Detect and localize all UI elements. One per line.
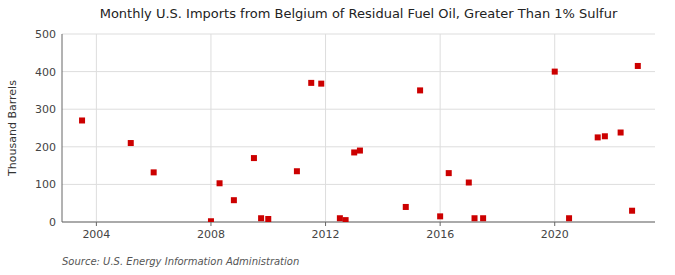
point	[318, 81, 324, 87]
point	[351, 149, 357, 155]
x-tick-mark	[554, 222, 555, 226]
x-tick-mark	[440, 222, 441, 226]
y-tick-label: 400	[35, 66, 56, 79]
point	[602, 133, 608, 139]
source-note: Source: U.S. Energy Information Administ…	[62, 256, 299, 267]
y-tick-label: 300	[35, 103, 56, 116]
y-tick-label: 0	[49, 216, 56, 229]
point	[128, 140, 134, 146]
y-grid-line	[62, 222, 655, 223]
point	[208, 218, 214, 222]
chart: Monthly U.S. Imports from Belgium of Res…	[0, 0, 675, 275]
point	[595, 134, 601, 140]
point	[251, 155, 257, 161]
y-axis-label: Thousand Barrels	[6, 80, 19, 177]
point	[357, 148, 363, 154]
y-grid-line	[62, 109, 655, 110]
points	[79, 63, 641, 222]
point	[337, 215, 343, 221]
point	[480, 215, 486, 221]
point	[79, 117, 85, 123]
point	[466, 180, 472, 186]
point	[472, 215, 478, 221]
y-tick-label: 100	[35, 178, 56, 191]
x-tick-label: 2012	[312, 228, 340, 241]
y-grid-line	[62, 184, 655, 185]
point	[294, 168, 300, 174]
x-tick-label: 2016	[426, 228, 454, 241]
x-tick-mark	[325, 222, 326, 226]
x-tick-mark	[96, 222, 97, 226]
point	[265, 216, 271, 222]
point	[552, 69, 558, 75]
y-grid-line	[62, 71, 655, 72]
point	[258, 215, 264, 221]
x-grid-line	[440, 34, 441, 222]
x-grid-line	[96, 34, 97, 222]
y-tick-label: 200	[35, 141, 56, 154]
y-axis-line	[62, 34, 63, 222]
title: Monthly U.S. Imports from Belgium of Res…	[100, 6, 618, 21]
point	[403, 204, 409, 210]
y-tick-label: 500	[35, 28, 56, 41]
x-tick-label: 2020	[541, 228, 569, 241]
y-grid-line	[62, 34, 655, 35]
point	[217, 180, 223, 186]
x-tick-label: 2004	[82, 228, 110, 241]
point	[635, 63, 641, 69]
point	[446, 170, 452, 176]
point	[629, 208, 635, 214]
point	[437, 213, 443, 219]
point	[618, 130, 624, 136]
x-axis-line	[62, 222, 655, 223]
point	[417, 87, 423, 93]
x-tick-mark	[210, 222, 211, 226]
x-grid-line	[554, 34, 555, 222]
point	[308, 80, 314, 86]
y-grid-line	[62, 146, 655, 147]
x-tick-label: 2008	[197, 228, 225, 241]
x-grid-line	[210, 34, 211, 222]
point	[343, 217, 349, 222]
point	[566, 215, 572, 221]
x-grid-line	[325, 34, 326, 222]
point	[151, 169, 157, 175]
point	[231, 197, 237, 203]
